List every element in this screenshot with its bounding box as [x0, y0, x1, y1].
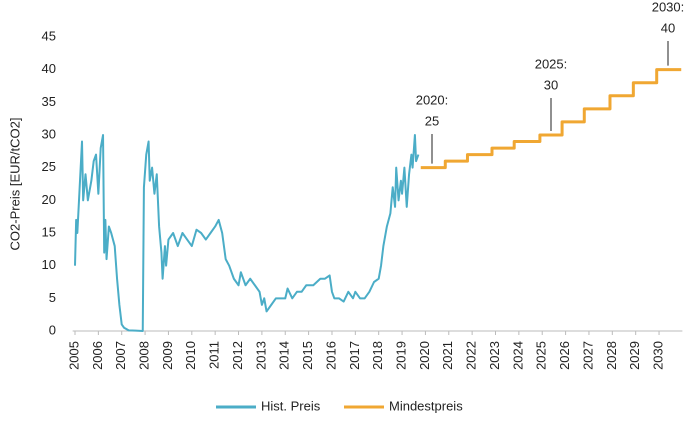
x-tick-label: 2024	[510, 341, 525, 370]
annotation-label: 2030:	[652, 0, 685, 14]
x-tick-label: 2025	[534, 341, 549, 370]
y-tick-label: 5	[49, 290, 56, 305]
x-tick-label: 2021	[440, 341, 455, 370]
annotation-label: 2020:	[416, 92, 449, 107]
x-tick-label: 2027	[580, 341, 595, 370]
x-tick-label: 2026	[557, 341, 572, 370]
y-tick-label: 35	[42, 94, 56, 109]
x-tick-label: 2018	[370, 341, 385, 370]
x-tick-label: 2019	[393, 341, 408, 370]
x-tick-label: 2016	[323, 341, 338, 370]
x-tick-label: 2017	[347, 341, 362, 370]
annotation-label: 2025:	[535, 56, 568, 71]
x-tick-label: 2028	[604, 341, 619, 370]
x-tick-label: 2006	[90, 341, 105, 370]
x-tick-label: 2022	[464, 341, 479, 370]
x-tick-label: 2008	[137, 341, 152, 370]
legend-label: Hist. Preis	[261, 398, 321, 413]
x-tick-label: 2012	[230, 341, 245, 370]
x-tick-label: 2015	[300, 341, 315, 370]
x-tick-label: 2029	[627, 341, 642, 370]
x-tick-label: 2005	[66, 341, 81, 370]
x-tick-label: 2011	[207, 341, 222, 369]
x-tick-label: 2020	[417, 341, 432, 370]
y-tick-label: 15	[42, 224, 56, 239]
y-tick-label: 25	[42, 159, 56, 174]
x-tick-label: 2007	[113, 341, 128, 370]
x-tick-label: 2013	[253, 341, 268, 370]
y-tick-label: 30	[42, 126, 56, 141]
legend-label: Mindestpreis	[389, 398, 463, 413]
y-tick-label: 0	[49, 322, 56, 337]
y-tick-label: 20	[42, 192, 56, 207]
x-tick-label: 2010	[183, 341, 198, 370]
y-tick-label: 10	[42, 257, 56, 272]
y-tick-label: 40	[42, 61, 56, 76]
series-line	[73, 134, 420, 332]
annotation-value: 40	[661, 20, 675, 35]
series-line	[420, 68, 682, 170]
x-tick-label: 2014	[277, 341, 292, 370]
annotation-value: 25	[425, 113, 439, 128]
y-axis-label: CO2-Preis [EUR/tCO2]	[7, 118, 22, 251]
annotation-value: 30	[544, 77, 558, 92]
y-tick-label: 45	[42, 28, 56, 43]
x-tick-label: 2009	[160, 341, 175, 370]
x-tick-label: 2030	[650, 341, 665, 370]
x-tick-label: 2023	[487, 341, 502, 370]
